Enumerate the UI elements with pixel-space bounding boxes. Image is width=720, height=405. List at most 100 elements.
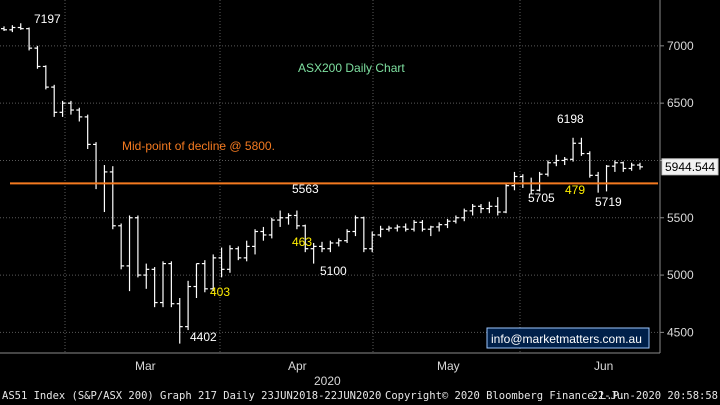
footer-security-info: AS51 Index (S&P/ASX 200) Graph 217 Daily…: [2, 390, 382, 402]
footer-copyright: Copyright© 2020 Bloomberg Finance L.P.: [385, 390, 626, 402]
ohlc-bar: [570, 137, 577, 162]
price-annotation-5563: 5563: [292, 182, 319, 196]
ohlc-bar: [411, 220, 418, 232]
y-tick-label: 6500: [667, 96, 694, 110]
ohlc-bar: [118, 223, 125, 270]
ohlc-bar: [126, 215, 133, 292]
ohlc-bar: [76, 107, 83, 122]
ohlc-bar: [243, 240, 250, 262]
ohlc-bar: [603, 165, 610, 192]
ohlc-bar: [335, 238, 342, 247]
watermark-text: info@marketmatters.com.au: [491, 332, 642, 346]
ohlc-bar: [319, 241, 325, 253]
ohlc-bar: [536, 171, 543, 192]
ohlc-bar: [210, 254, 217, 292]
price-annotation-5705: 5705: [528, 191, 555, 205]
ohlc-bar: [494, 197, 501, 216]
ohlc-bar: [168, 261, 175, 308]
ohlc-bar: [310, 242, 317, 264]
ohlc-bar: [385, 225, 392, 232]
y-tick-label: 5000: [667, 268, 694, 282]
ohlc-bar: [302, 224, 309, 253]
ohlc-bar: [277, 210, 284, 227]
y-tick-label: 4500: [667, 325, 694, 339]
ohlc-bar: [427, 225, 434, 237]
ohlc-bar: [469, 204, 476, 216]
y-tick-label: 5500: [667, 211, 694, 225]
ohlc-bar: [553, 154, 560, 167]
price-annotation-7197: 7197: [34, 12, 61, 26]
month-separators: [64, 0, 521, 353]
ohlc-bar: [51, 84, 58, 117]
price-annotation-6198: 6198: [557, 112, 584, 126]
ohlc-bar: [461, 208, 468, 222]
move-annotation-463: 463: [292, 235, 312, 249]
ohlc-bar: [511, 171, 518, 191]
ohlc-bar: [252, 229, 259, 255]
x-month-label-apr: Apr: [288, 359, 307, 373]
ohlc-bar: [26, 27, 33, 51]
ohlc-bar: [293, 210, 300, 230]
ohlc-bar: [519, 174, 526, 188]
ohlc-bar: [160, 261, 166, 308]
ohlc-bar: [620, 161, 627, 172]
ohlc-bar: [327, 240, 334, 253]
ohlc-bar: [109, 166, 116, 230]
x-month-label-may: May: [437, 359, 460, 373]
ohlc-bar: [285, 213, 292, 225]
ohlc-bar: [344, 229, 351, 243]
ohlc-bar: [268, 217, 275, 239]
move-annotation-403: 403: [210, 285, 230, 299]
price-annotation-5100: 5100: [320, 264, 347, 278]
last-price-tag: 5944.544: [661, 158, 719, 176]
ohlc-bar: [185, 280, 192, 331]
price-axis: [0, 0, 661, 354]
ohlc-bar: [84, 114, 91, 149]
bloomberg-footer: AS51 Index (S&P/ASX 200) Graph 217 Daily…: [0, 387, 720, 405]
ohlc-bar: [544, 160, 551, 177]
ohlc-bar: [201, 260, 208, 293]
ohlc-bar: [34, 45, 41, 69]
ohlc-bar: [352, 215, 359, 237]
ohlc-bar: [9, 25, 16, 33]
ohlc-bar: [235, 246, 242, 261]
grid-lines: [0, 45, 660, 333]
ohlc-bar: [595, 171, 602, 193]
asx200-chart: 4500 5000 5500 6500 7000 Mid-point of declin…: [0, 0, 719, 387]
ohlc-bar: [478, 204, 484, 214]
ohlc-bar: [452, 215, 459, 224]
ohlc-bar: [93, 142, 100, 190]
x-month-label-mar: Mar: [135, 359, 156, 373]
ohlc-bar: [59, 100, 66, 117]
move-annotation-479: 479: [565, 183, 585, 197]
midpoint-label: Mid-point of decline @ 5800.: [122, 139, 275, 153]
ohlc-bar: [226, 245, 233, 273]
ohlc-bar: [143, 263, 150, 289]
ohlc-bar: [42, 65, 49, 90]
ohlc-bar: [17, 23, 24, 30]
ohlc-bar: [369, 231, 376, 253]
ohlc-bar: [218, 247, 225, 278]
ohlc-bar: [486, 201, 493, 214]
price-annotation-5719: 5719: [595, 195, 622, 209]
ohlc-bar: [578, 137, 585, 156]
ohlc-bar: [637, 162, 643, 170]
ohlc-bar: [193, 263, 200, 298]
y-tick-label: 7000: [667, 39, 694, 53]
footer-timestamp: 22-Jun-2020 20:58:58: [591, 390, 718, 402]
ohlc-bar: [628, 162, 635, 171]
chart-title: ASX200 Daily Chart: [298, 61, 405, 75]
ohlc-bar: [1, 26, 7, 31]
last-price-label: 5944.544: [665, 160, 715, 174]
ohlc-bar: [586, 151, 593, 178]
ohlc-bar: [503, 183, 510, 214]
price-annotation-4402: 4402: [190, 330, 217, 344]
ohlc-bar: [436, 222, 443, 232]
ohlc-bar: [394, 224, 401, 232]
ohlc-bar: [402, 223, 409, 232]
ohlc-bar: [377, 225, 384, 238]
ohlc-bar: [176, 297, 183, 344]
ohlc-bars: [1, 23, 643, 344]
watermark: info@marketmatters.com.au: [486, 327, 650, 349]
